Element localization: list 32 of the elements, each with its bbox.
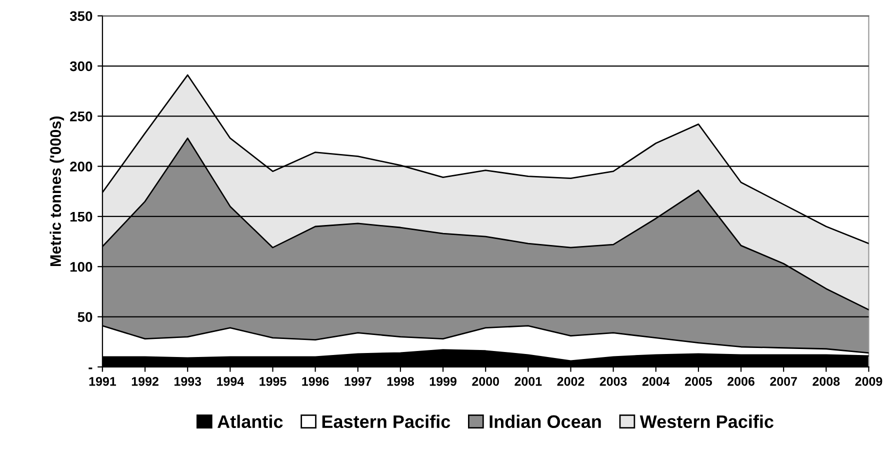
x-tick-label: 2009: [855, 376, 882, 386]
x-tick-label: 2002: [557, 376, 584, 386]
x-tick-label: 1998: [387, 376, 414, 386]
x-tick-label: 2001: [514, 376, 542, 386]
legend-label: Indian Ocean: [490, 414, 601, 428]
y-tick-label: 350: [70, 11, 92, 22]
legend-label: Western Pacific: [640, 414, 774, 428]
x-tick-label: 1996: [302, 376, 329, 386]
y-axis-title: Metric tonnes ('000s): [50, 116, 64, 266]
x-tick-label: 1995: [260, 376, 286, 386]
x-tick-label: 2007: [770, 376, 797, 386]
x-tick-label: 1994: [217, 376, 244, 386]
y-tick-label: 300: [70, 61, 92, 72]
x-tick-label: 1999: [430, 376, 456, 386]
x-tick-label: 2006: [728, 376, 754, 386]
legend-label: Atlantic: [218, 414, 283, 428]
y-tick-label: 150: [70, 212, 92, 222]
x-tick-label: 1992: [132, 376, 158, 386]
x-tick-label: 1997: [344, 376, 372, 386]
y-tick-label: -: [88, 368, 92, 370]
y-tick-label: 250: [70, 111, 92, 122]
x-tick-label: 2005: [684, 376, 712, 386]
x-tick-label: 1993: [174, 376, 202, 386]
y-tick-label: 100: [70, 262, 92, 272]
x-tick-label: 2008: [812, 376, 840, 386]
x-tick-label: 2004: [642, 376, 670, 386]
x-tick-label: 2000: [472, 376, 499, 386]
x-tick-label: 2003: [600, 376, 627, 386]
y-tick-label: 200: [70, 162, 92, 172]
x-tick-label: 1991: [89, 376, 116, 386]
y-tick-label: 50: [78, 312, 92, 322]
legend-label: Eastern Pacific: [322, 414, 450, 428]
